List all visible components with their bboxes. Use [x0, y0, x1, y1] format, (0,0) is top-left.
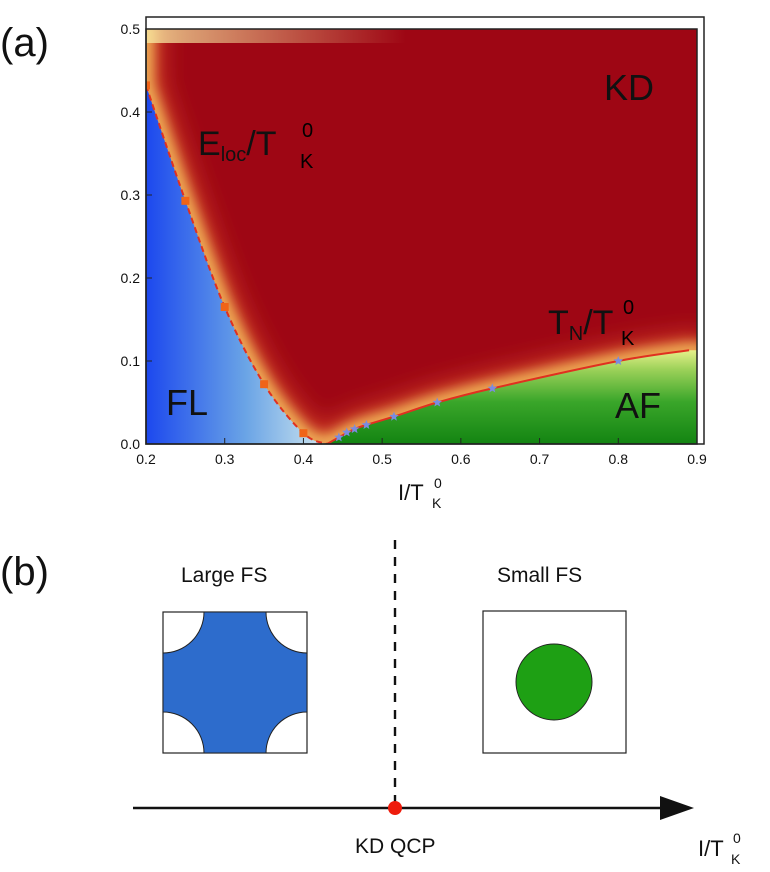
x-tick-label: 0.8	[609, 451, 629, 467]
large-fs-box	[162, 611, 308, 754]
region-label-kd: KD	[604, 67, 654, 108]
b-axis-label-sub: K	[731, 851, 741, 867]
x-tick-label: 0.2	[136, 451, 156, 467]
tick-group: 0.2 0.3 0.4 0.5 0.6 0.7 0.8 0.9 0.0 0.1 0.2 0.3 0.4 0…	[121, 21, 707, 467]
tn-label: TN/T	[548, 304, 613, 345]
x-axis-label: I/T	[398, 480, 424, 505]
tuning-axis-arrowhead	[660, 796, 694, 820]
tn-marker	[349, 424, 360, 434]
b-axis-label-main: I/T	[698, 836, 724, 861]
tn-label-sup: 0	[623, 297, 634, 319]
y-tick-label: 0.0	[121, 436, 141, 452]
eloc-label: Eloc/T	[198, 125, 276, 166]
plot-frame-outer	[145, 16, 705, 445]
large-fs-shape	[162, 611, 308, 754]
top-band	[146, 29, 406, 43]
region-label-fl: FL	[166, 382, 208, 423]
tn-marker	[389, 411, 399, 421]
y-tick-label: 0.3	[121, 187, 141, 203]
b-axis-label-sup: 0	[733, 830, 741, 846]
tn-marker	[487, 383, 498, 393]
eloc-label-sub2: K	[300, 151, 314, 173]
region-label-af: AF	[615, 385, 661, 426]
qcp-label: KD QCP	[355, 835, 436, 858]
y-tick-label: 0.2	[121, 270, 141, 286]
phase-diagram: 0.2 0.3 0.4 0.5 0.6 0.7 0.8 0.9 0.0 0.1 0.2 0.3 0.4 0…	[121, 16, 707, 511]
tn-marker	[613, 356, 623, 365]
tn-marker	[334, 432, 344, 442]
x-tick-label: 0.5	[372, 451, 392, 467]
fl-region	[146, 29, 327, 444]
eloc-label-sub: loc	[221, 144, 247, 166]
af-region	[327, 350, 697, 444]
x-axis-label-main: I/T	[398, 480, 424, 505]
eloc-marker	[181, 196, 190, 205]
small-fs-pocket	[515, 643, 593, 721]
b-axis-label: I/T	[698, 836, 724, 861]
y-tick-label: 0.5	[121, 21, 141, 37]
x-axis-label-sup: 0	[434, 475, 442, 491]
x-tick-label: 0.7	[530, 451, 550, 467]
panel-a-label: (a)	[0, 21, 49, 65]
tn-marker	[342, 427, 352, 437]
tn-label-main: T	[548, 304, 569, 342]
x-tick-label: 0.4	[294, 451, 314, 467]
y-tick-label: 0.1	[121, 353, 141, 369]
x-tick-label: 0.9	[687, 451, 707, 467]
tn-label-sub: N	[569, 323, 583, 345]
eloc-label-main: E	[198, 125, 221, 163]
tn-marker	[361, 419, 372, 429]
large-fs-label: Large FS	[181, 564, 267, 587]
eloc-label-sup: 0	[302, 120, 313, 142]
panel-b-label: (b)	[0, 550, 49, 594]
x-tick-label: 0.6	[451, 451, 471, 467]
tn-label-over: /T	[583, 304, 613, 342]
fermi-surface-schematic: Large FS Small FS KD QCP I/T 0 K	[133, 540, 741, 867]
small-fs-label: Small FS	[497, 564, 582, 587]
y-tick-label: 0.4	[121, 104, 141, 120]
markers	[146, 81, 623, 442]
eloc-label-over: /T	[246, 125, 276, 163]
tn-marker	[432, 397, 442, 407]
x-tick-label: 0.3	[215, 451, 235, 467]
tn-label-sub2: K	[621, 328, 635, 350]
x-axis-label-sub: K	[432, 495, 442, 511]
eloc-marker	[146, 81, 150, 90]
eloc-marker	[220, 303, 229, 311]
eloc-marker	[260, 380, 269, 389]
small-fs-box	[482, 610, 627, 754]
eloc-marker	[299, 429, 308, 438]
qcp-point	[388, 801, 402, 815]
